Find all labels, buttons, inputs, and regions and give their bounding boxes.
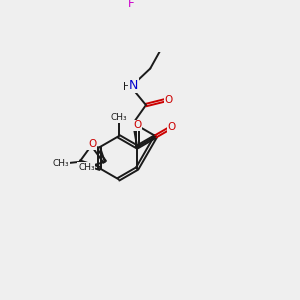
Text: O: O <box>133 121 141 130</box>
Text: H: H <box>123 82 130 92</box>
Text: CH₃: CH₃ <box>52 159 69 168</box>
Text: CH₃: CH₃ <box>110 113 127 122</box>
Text: O: O <box>88 140 96 149</box>
Text: N: N <box>129 79 138 92</box>
Text: O: O <box>167 122 176 132</box>
Text: CH₃: CH₃ <box>78 163 95 172</box>
Text: O: O <box>165 95 173 105</box>
Text: F: F <box>128 0 134 10</box>
